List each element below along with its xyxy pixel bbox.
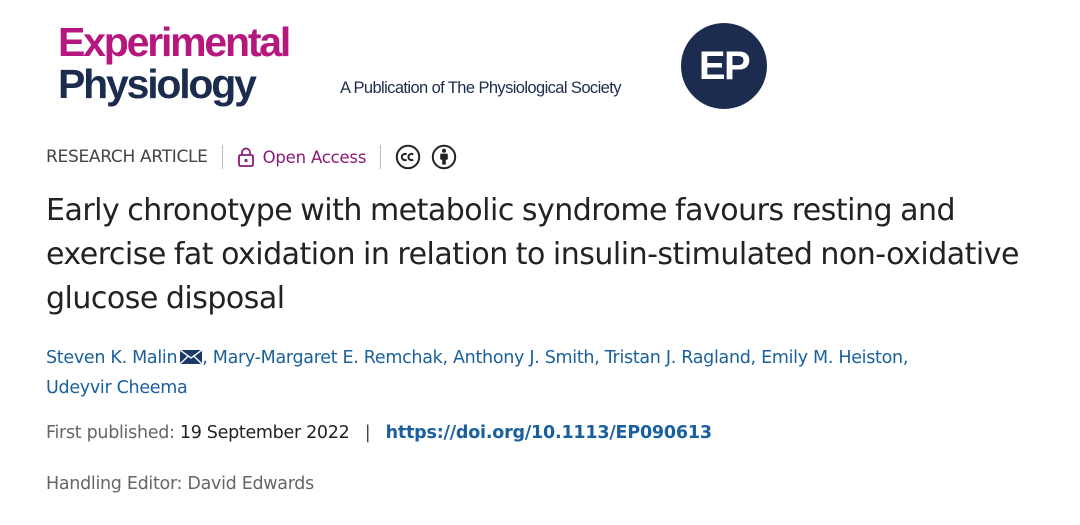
author-separator: , xyxy=(202,348,213,368)
publication-note: A Publication of The Physiological Socie… xyxy=(340,79,621,97)
author-link[interactable]: Tristan J. Ragland xyxy=(604,348,751,368)
publication-separator: | xyxy=(364,423,371,443)
meta-divider xyxy=(221,145,223,169)
article-type: RESEARCH ARTICLE xyxy=(46,147,208,167)
author-link[interactable]: Udeyvir Cheema xyxy=(46,378,188,398)
publication-info: First published: 19 September 2022 | htt… xyxy=(46,423,712,443)
author-link[interactable]: Mary-Margaret E. Remchak xyxy=(212,348,443,368)
doi-link[interactable]: https://doi.org/10.1113/EP090613 xyxy=(385,423,712,443)
author-separator: , xyxy=(902,348,909,368)
first-published-date: 19 September 2022 xyxy=(179,423,350,443)
journal-header: Experimental Physiology A Publication of… xyxy=(58,20,778,112)
attribution-icon[interactable] xyxy=(431,144,457,170)
author-link[interactable]: Steven K. Malin xyxy=(46,348,178,368)
author-link[interactable]: Emily M. Heiston xyxy=(761,348,903,368)
author-link[interactable]: Anthony J. Smith xyxy=(453,348,595,368)
handling-editor: Handling Editor: David Edwards xyxy=(46,474,314,494)
author-separator: , xyxy=(750,348,762,368)
creative-commons-icon[interactable] xyxy=(395,144,421,170)
handling-editor-label: Handling Editor: xyxy=(46,474,183,494)
journal-logo-line2[interactable]: Physiology xyxy=(58,61,257,107)
author-separator: , xyxy=(442,348,453,368)
open-access-label[interactable]: Open Access xyxy=(262,147,367,167)
open-access-lock-icon xyxy=(237,147,254,167)
article-meta-row: RESEARCH ARTICLE Open Access xyxy=(46,143,457,171)
author-separator: , xyxy=(594,348,605,368)
handling-editor-name: David Edwards xyxy=(187,474,314,494)
article-title: Early chronotype with metabolic syndrome… xyxy=(46,193,1019,316)
first-published-label: First published: xyxy=(46,423,175,443)
author-list: Steven K. Malin , Mary-Margaret E. Remch… xyxy=(46,343,1056,403)
ep-badge[interactable]: EP xyxy=(681,23,767,109)
meta-divider xyxy=(380,145,382,169)
mail-icon[interactable] xyxy=(180,350,203,364)
journal-logo-line1[interactable]: Experimental xyxy=(58,19,291,65)
